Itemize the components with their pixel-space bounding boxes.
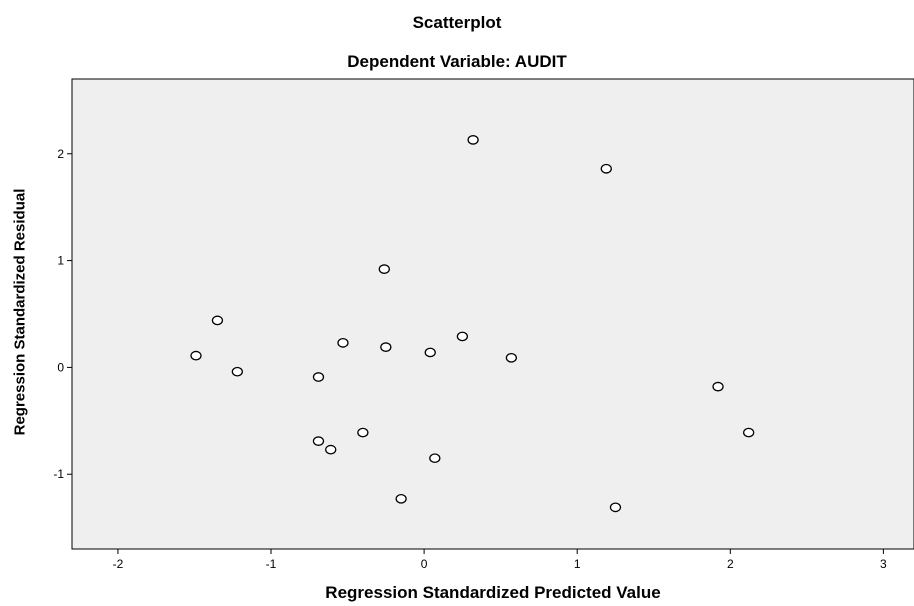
- plot-area: [71, 78, 914, 550]
- x-tick-label: 2: [727, 557, 734, 571]
- data-point: [456, 331, 469, 342]
- data-point: [467, 135, 479, 145]
- x-tick-label: -2: [113, 557, 124, 571]
- data-point: [712, 381, 724, 392]
- data-point: [429, 453, 441, 464]
- data-points: [190, 135, 755, 513]
- x-tick-label: 3: [880, 557, 887, 571]
- data-point: [609, 502, 622, 513]
- data-point: [505, 352, 518, 363]
- data-point: [378, 264, 390, 274]
- data-point: [325, 444, 337, 455]
- y-axis-label: Regression Standardized Residual: [11, 188, 29, 436]
- x-tick-label: -1: [266, 557, 277, 571]
- data-point: [312, 436, 325, 446]
- data-point: [337, 337, 349, 348]
- x-axis: -2 -1 0 1 2 3: [113, 549, 887, 571]
- y-tick-label: 2: [57, 147, 64, 161]
- data-point: [395, 493, 407, 504]
- x-axis-label: Regression Standardized Predicted Value: [325, 583, 661, 602]
- data-point: [231, 366, 243, 377]
- x-tick-label: 0: [421, 557, 428, 571]
- data-point: [357, 427, 369, 438]
- chart-title: Scatterplot: [412, 13, 502, 32]
- data-point: [211, 315, 224, 326]
- chart-subtitle: Dependent Variable: AUDIT: [347, 52, 567, 71]
- data-point: [380, 342, 392, 352]
- y-axis: -1 0 1 2: [53, 147, 72, 481]
- data-point: [190, 350, 202, 361]
- y-tick-label: -1: [53, 467, 64, 481]
- data-point: [424, 347, 436, 358]
- y-tick-label: 0: [57, 360, 64, 374]
- x-tick-label: 1: [574, 557, 581, 571]
- data-point: [743, 427, 755, 438]
- data-point: [600, 163, 612, 174]
- data-point: [312, 372, 325, 382]
- y-tick-label: 1: [57, 254, 64, 268]
